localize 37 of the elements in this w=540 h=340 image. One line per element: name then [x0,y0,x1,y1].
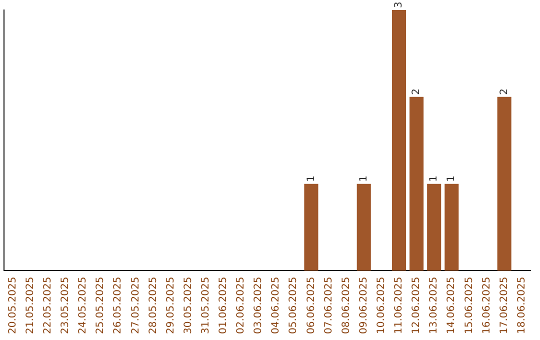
x-tick-label: 27.05.2025 [130,276,142,334]
x-tick-label: 06.06.2025 [306,276,317,334]
data-label: 1 [306,175,317,182]
x-tick-label: 20.05.2025 [7,276,18,334]
x-tick-label: 01.06.2025 [218,276,230,334]
x-tick-label: 04.06.2025 [270,276,282,334]
x-tick-label: 03.06.2025 [253,276,264,334]
x-tick-label: 10.06.2025 [376,276,388,334]
x-tick-label: 17.06.2025 [498,276,510,334]
x-tick-label: 14.06.2025 [446,276,458,334]
x-tick-label: 12.06.2025 [411,276,422,334]
x-tick-label: 05.06.2025 [288,276,300,334]
x-tick-label: 16.06.2025 [481,276,492,334]
data-label: 1 [428,175,440,182]
x-tick-label: 13.06.2025 [428,276,440,334]
x-tick-label: 24.05.2025 [78,276,89,334]
x-tick-label: 31.05.2025 [200,276,212,334]
data-label: 2 [498,88,510,95]
x-tick-label: 23.05.2025 [60,276,72,334]
x-tick-label: 21.05.2025 [24,276,36,334]
x-tick-label: 29.05.2025 [165,276,176,334]
x-tick-label: 18.06.2025 [516,276,528,334]
x-tick-label: 15.06.2025 [464,276,475,334]
x-tick-label: 26.05.2025 [112,276,124,334]
data-label: 2 [411,88,422,95]
x-tick-label: 22.05.2025 [42,276,54,334]
x-tick-label: 02.06.2025 [236,276,247,334]
x-tick-label: 11.06.2025 [394,276,405,334]
x-tick-label: 07.06.2025 [323,276,334,334]
data-label: 1 [358,175,370,182]
x-tick-label: 28.05.2025 [148,276,159,334]
data-label: 1 [446,175,458,182]
x-tick-label: 30.05.2025 [182,276,194,334]
x-tick-label: 25.05.2025 [95,276,106,334]
x-tick-label: 08.06.2025 [340,276,352,334]
x-tick-label: 09.06.2025 [358,276,370,334]
data-label: 3 [394,2,405,8]
